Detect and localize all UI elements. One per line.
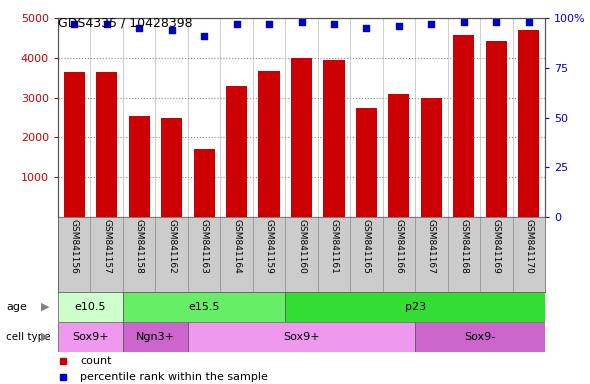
Text: Sox9+: Sox9+ xyxy=(283,332,320,342)
Text: GSM841156: GSM841156 xyxy=(70,219,78,274)
Bar xyxy=(291,58,312,217)
Text: e10.5: e10.5 xyxy=(75,302,106,312)
Text: percentile rank within the sample: percentile rank within the sample xyxy=(80,372,268,382)
Bar xyxy=(518,30,539,217)
Text: GSM841167: GSM841167 xyxy=(427,219,436,274)
Bar xyxy=(388,94,409,217)
Bar xyxy=(58,292,123,322)
Text: GSM841159: GSM841159 xyxy=(264,219,274,274)
Text: age: age xyxy=(6,302,27,312)
Text: GDS4335 / 10428398: GDS4335 / 10428398 xyxy=(58,16,192,29)
Bar xyxy=(123,322,188,352)
Text: Sox9+: Sox9+ xyxy=(72,332,109,342)
Point xyxy=(232,21,241,27)
Bar xyxy=(96,72,117,217)
Bar xyxy=(194,149,215,217)
Point xyxy=(491,19,501,25)
Text: GSM841161: GSM841161 xyxy=(329,219,339,274)
Bar xyxy=(161,118,182,217)
Point xyxy=(297,19,306,25)
Text: e15.5: e15.5 xyxy=(188,302,220,312)
Point xyxy=(459,19,468,25)
Point xyxy=(199,33,209,39)
Bar xyxy=(188,322,415,352)
Text: GSM841162: GSM841162 xyxy=(167,219,176,274)
Bar xyxy=(486,41,507,217)
Bar xyxy=(356,108,377,217)
Point xyxy=(427,21,436,27)
Bar xyxy=(226,86,247,217)
Bar xyxy=(58,322,123,352)
Bar xyxy=(421,98,442,217)
Point xyxy=(264,21,274,27)
Point xyxy=(394,23,404,29)
Point xyxy=(329,21,339,27)
Point xyxy=(362,25,371,31)
Text: GSM841169: GSM841169 xyxy=(492,219,501,274)
Bar xyxy=(286,292,545,322)
Bar xyxy=(64,72,85,217)
Text: GSM841165: GSM841165 xyxy=(362,219,371,274)
Text: GSM841164: GSM841164 xyxy=(232,219,241,274)
Text: GSM841157: GSM841157 xyxy=(102,219,111,274)
Point xyxy=(135,25,144,31)
Text: ▶: ▶ xyxy=(41,302,49,312)
Text: ▶: ▶ xyxy=(41,332,49,342)
Bar xyxy=(453,35,474,217)
Text: GSM841166: GSM841166 xyxy=(394,219,404,274)
Text: GSM841170: GSM841170 xyxy=(525,219,533,274)
Text: GSM841158: GSM841158 xyxy=(135,219,144,274)
Text: GSM841163: GSM841163 xyxy=(199,219,209,274)
Point xyxy=(102,21,112,27)
Bar xyxy=(323,60,345,217)
Bar xyxy=(123,292,286,322)
Text: Sox9-: Sox9- xyxy=(464,332,496,342)
Point xyxy=(70,21,79,27)
Text: Ngn3+: Ngn3+ xyxy=(136,332,175,342)
Text: count: count xyxy=(80,356,112,366)
Text: cell type: cell type xyxy=(6,332,51,342)
Point xyxy=(167,27,176,33)
Bar xyxy=(258,71,280,217)
Bar xyxy=(415,322,545,352)
Text: p23: p23 xyxy=(405,302,426,312)
Text: GSM841160: GSM841160 xyxy=(297,219,306,274)
Text: GSM841168: GSM841168 xyxy=(460,219,468,274)
Bar xyxy=(129,116,150,217)
Point xyxy=(524,19,533,25)
